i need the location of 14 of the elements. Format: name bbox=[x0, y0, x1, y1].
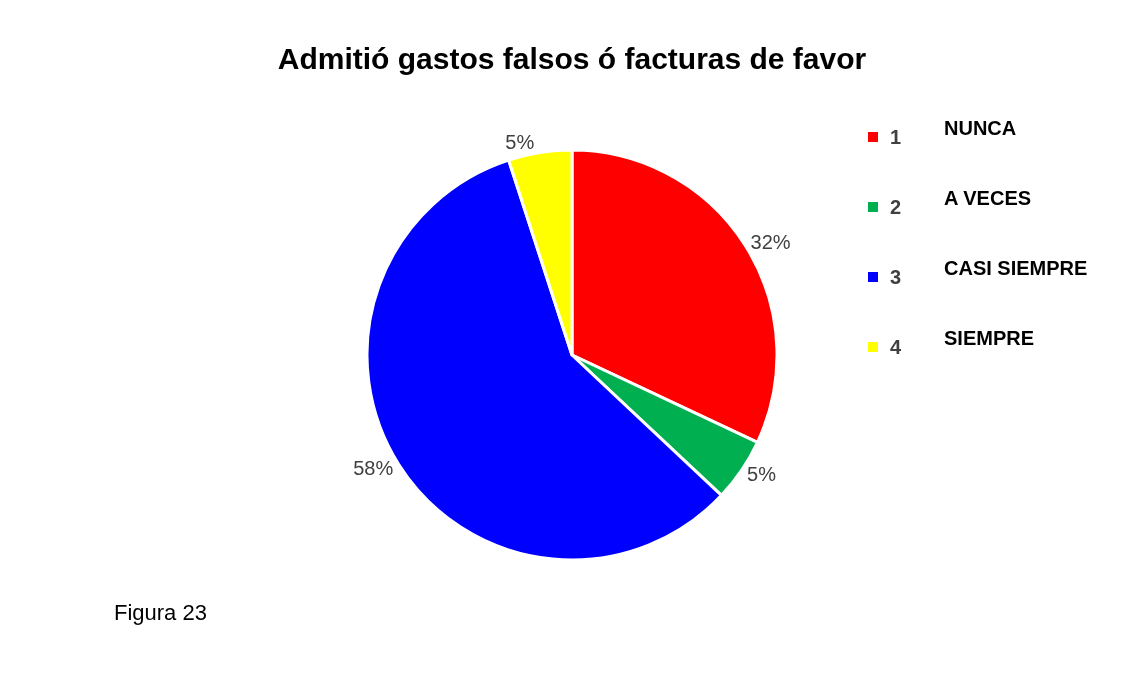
text: CASI SIEMPRE bbox=[944, 257, 1088, 279]
chart-title: Admitió gastos falsos ó facturas de favor bbox=[277, 41, 867, 75]
legend-label: 1 bbox=[890, 126, 902, 148]
text: Figura 23 bbox=[114, 600, 207, 625]
text: SIEMPRE bbox=[944, 327, 1035, 349]
data-label: 5% bbox=[505, 130, 535, 153]
data-label: 58% bbox=[353, 457, 394, 479]
data-label: 5% bbox=[747, 462, 777, 485]
text: A VECES bbox=[944, 187, 1032, 209]
text: NUNCA bbox=[944, 117, 1017, 139]
data-label: 32% bbox=[750, 231, 791, 253]
legend-label: 3 bbox=[890, 266, 902, 288]
legend-label: 2 bbox=[890, 196, 902, 218]
legend-label: 4 bbox=[890, 336, 902, 358]
